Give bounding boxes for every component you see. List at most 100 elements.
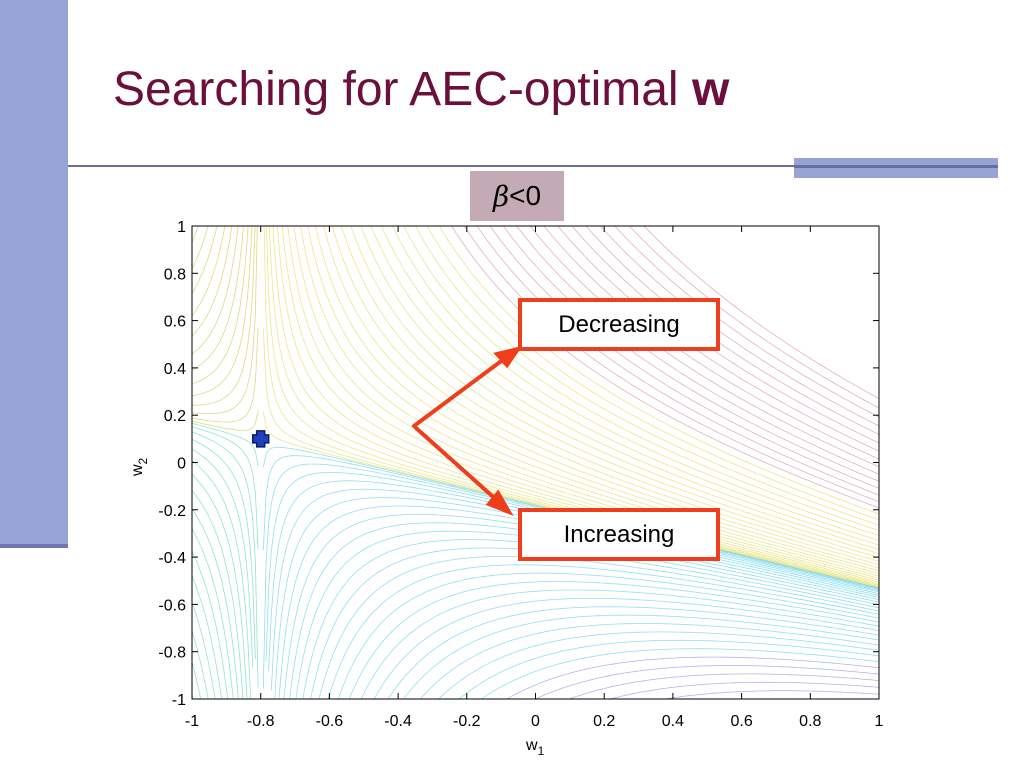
- contour-line: [192, 490, 244, 699]
- contour-line: [662, 690, 879, 699]
- title-rule-accent: [794, 158, 998, 178]
- contour-line: [502, 226, 879, 482]
- contour-line: [192, 226, 239, 355]
- contour-line: [633, 733, 879, 768]
- x-tick-label: -1: [185, 713, 199, 730]
- x-tick-label: 0.8: [799, 713, 821, 730]
- contour-line: [608, 681, 879, 699]
- contour-line: [403, 614, 879, 699]
- contour-line: [476, 226, 879, 496]
- y-tick-label: 0.8: [164, 266, 186, 283]
- title-rule-accent-line: [794, 166, 998, 168]
- contour-line: [281, 226, 879, 581]
- contour-line: [276, 226, 879, 583]
- arrowhead-decreasing: [493, 345, 523, 369]
- contour-line: [340, 226, 879, 558]
- title-rule: [68, 165, 998, 167]
- contour-line: [192, 528, 234, 699]
- arrow-to-increasing: [414, 426, 502, 505]
- contour-line: [360, 226, 879, 550]
- y-axis-label-main: w: [129, 464, 146, 477]
- contour-line: [192, 460, 251, 699]
- decreasing-callout: Decreasing: [518, 298, 720, 351]
- callout-arrows: [412, 345, 523, 517]
- x-tick-labels: -1 -0.8 -0.6 -0.4 -0.2 0 0.2 0.4 0.6 0.8 1: [185, 713, 884, 730]
- contour-line: [192, 327, 259, 423]
- contour-line: [516, 226, 879, 475]
- contour-line: [438, 226, 879, 515]
- x-tick-label: 0: [531, 713, 540, 730]
- contour-line: [348, 581, 879, 699]
- axis-ticks: [191, 225, 880, 700]
- beta-symbol: β: [492, 179, 510, 213]
- contour-line: [314, 226, 879, 569]
- x-tick-label: 0.6: [730, 713, 752, 730]
- contour-line: [529, 226, 879, 468]
- contour-line: [192, 474, 248, 699]
- contour-line: [419, 623, 879, 699]
- contour-line: [360, 589, 879, 699]
- contour-line: [192, 448, 254, 668]
- contour-line: [602, 724, 879, 768]
- contour-line: [192, 164, 197, 183]
- contour-line: [414, 226, 879, 526]
- contour-line: [192, 550, 229, 699]
- y-tick-label: -0.8: [158, 645, 186, 662]
- slide-title-text: Searching for AEC-optimal: [113, 63, 692, 116]
- contour-line: [403, 226, 879, 531]
- y-tick-label: -1: [172, 692, 186, 709]
- contour-line: [438, 631, 879, 699]
- y-axis-label: w2: [129, 457, 150, 477]
- contour-line: [331, 226, 879, 562]
- arrowhead-increasing: [485, 489, 514, 517]
- x-axis-label-main: w: [525, 737, 538, 754]
- contour-line: [192, 602, 216, 699]
- condition-value: <0: [509, 180, 542, 211]
- contour-line: [192, 661, 202, 699]
- y-tick-label: 0.2: [164, 408, 186, 425]
- contour-line: [463, 226, 879, 502]
- contour-line: [387, 606, 879, 699]
- contour-line: [668, 741, 879, 768]
- contour-line: [192, 226, 249, 385]
- arrow-to-decreasing: [412, 354, 510, 428]
- y-tick-label: -0.2: [158, 503, 186, 520]
- y-tick-label: 0: [177, 456, 186, 473]
- contour-line: [293, 226, 879, 577]
- contour-line: [381, 226, 879, 541]
- y-tick-label: 0.4: [164, 361, 186, 378]
- contour-line: [568, 673, 879, 699]
- contour-line: [192, 575, 223, 699]
- condition-label: β <0: [470, 171, 564, 221]
- left-accent-band: [0, 0, 68, 548]
- contour-line: [192, 226, 253, 397]
- contour-line: [373, 598, 879, 699]
- contour-line: [192, 226, 256, 406]
- contour-line: [643, 226, 879, 399]
- contour-line: [327, 564, 879, 699]
- y-tick-labels: -1 -0.8 -0.6 -0.4 -0.2 0 0.2 0.4 0.6 0.8 1: [158, 219, 186, 709]
- x-tick-label: -0.6: [316, 713, 344, 730]
- contour-line: [392, 226, 879, 537]
- contour-line: [192, 630, 209, 699]
- contour-line: [350, 226, 879, 555]
- x-axis-label-sub: 1: [538, 744, 545, 758]
- contour-line: [192, 226, 258, 415]
- contour-line: [192, 508, 239, 699]
- x-tick-label: 1: [875, 713, 884, 730]
- contour-line: [192, 226, 218, 294]
- y-tick-label: -0.6: [158, 597, 186, 614]
- contour-line: [192, 167, 205, 214]
- x-tick-label: -0.2: [453, 713, 481, 730]
- slide-title-bold-w: w: [691, 63, 730, 116]
- contour-line: [272, 226, 879, 584]
- contour-line: [192, 438, 256, 659]
- contour-line: [710, 750, 879, 768]
- contour-line: [192, 226, 244, 371]
- x-axis-label: w1: [525, 737, 545, 758]
- contour-line: [300, 226, 879, 574]
- y-tick-label: -0.4: [158, 550, 186, 567]
- y-tick-label: 1: [177, 219, 186, 236]
- y-tick-label: 0.6: [164, 314, 186, 331]
